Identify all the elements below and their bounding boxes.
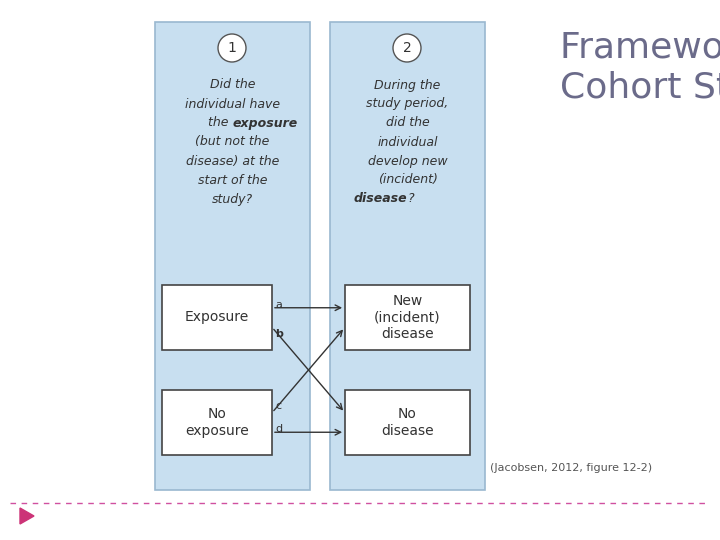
Text: No
exposure: No exposure <box>185 407 249 437</box>
Text: Did the: Did the <box>210 78 256 91</box>
Text: d: d <box>275 424 282 434</box>
Text: a: a <box>275 300 282 309</box>
Text: disease) at the: disease) at the <box>186 154 279 167</box>
Text: start of the: start of the <box>198 173 267 186</box>
Text: 2: 2 <box>402 41 411 55</box>
Bar <box>345 285 470 350</box>
Text: study period,: study period, <box>366 98 449 111</box>
Text: During the: During the <box>374 78 441 91</box>
Bar <box>330 22 485 490</box>
Text: the: the <box>208 117 233 130</box>
Text: 1: 1 <box>228 41 236 55</box>
Text: study?: study? <box>212 192 253 206</box>
Text: (Jacobsen, 2012, figure 12-2): (Jacobsen, 2012, figure 12-2) <box>490 463 652 473</box>
Text: disease: disease <box>354 192 408 206</box>
Text: c: c <box>275 401 281 411</box>
Text: New
(incident)
disease: New (incident) disease <box>374 294 441 341</box>
Bar <box>345 390 470 455</box>
Text: individual have: individual have <box>185 98 280 111</box>
Text: (but not the: (but not the <box>195 136 270 148</box>
Text: exposure: exposure <box>233 117 298 130</box>
Text: (incident): (incident) <box>377 173 438 186</box>
Text: individual: individual <box>377 136 438 148</box>
Text: Framework for a
Cohort Study: Framework for a Cohort Study <box>560 30 720 105</box>
Text: Exposure: Exposure <box>185 310 249 325</box>
Bar <box>155 22 310 490</box>
Bar <box>162 390 272 455</box>
Text: ?: ? <box>408 192 414 206</box>
Text: No
disease: No disease <box>381 407 434 437</box>
Bar <box>162 285 272 350</box>
Text: did the: did the <box>386 117 429 130</box>
Text: develop new: develop new <box>368 154 447 167</box>
Text: b: b <box>275 329 283 339</box>
Polygon shape <box>20 508 34 524</box>
Circle shape <box>393 34 421 62</box>
Circle shape <box>218 34 246 62</box>
